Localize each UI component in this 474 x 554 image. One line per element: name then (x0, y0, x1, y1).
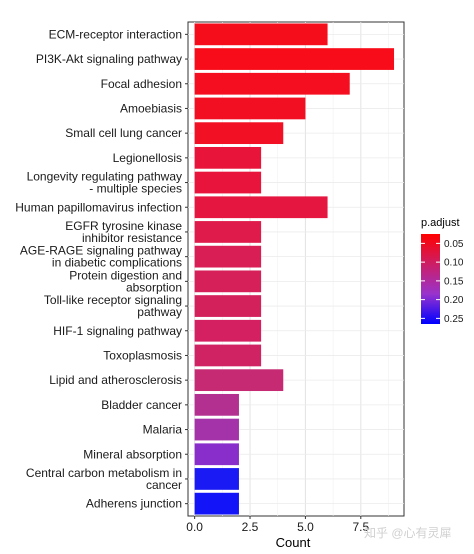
y-tick-label: EGFR tyrosine kinase inhibitor resistance (65, 219, 182, 245)
bar (194, 245, 262, 268)
bar (194, 72, 350, 95)
y-tick-label: Small cell lung cancer (65, 126, 182, 140)
y-tick-label: AGE-RAGE signaling pathway in diabetic co… (20, 244, 182, 270)
bar (194, 418, 239, 441)
bar (194, 122, 284, 145)
x-tick-label: 2.5 (242, 520, 259, 534)
grid (187, 21, 405, 517)
y-tick-label: Adherens junction (86, 497, 182, 511)
y-tick-label: ECM-receptor interaction (49, 27, 182, 41)
bar (194, 443, 239, 466)
bar (194, 369, 284, 392)
bar (194, 492, 239, 515)
legend-tick-label: 0.05 (444, 239, 464, 250)
y-tick-label: Toxoplasmosis (103, 348, 182, 362)
bar (194, 270, 262, 293)
bar (194, 97, 306, 120)
plot-panel (187, 21, 405, 517)
x-tick-label: 7.5 (352, 520, 369, 534)
bar (194, 468, 239, 490)
bar (194, 393, 239, 416)
bar (194, 319, 262, 342)
y-tick-label: HIF-1 signaling pathway (53, 324, 182, 338)
watermark: 知乎 @心有灵犀 (364, 526, 452, 540)
bar (194, 171, 262, 194)
bar (194, 146, 262, 169)
y-tick-label: Human papillomavirus infection (15, 200, 182, 214)
y-tick-label: Lipid and atherosclerosis (49, 373, 182, 387)
bar (194, 196, 328, 219)
legend-tick-label: 0.25 (444, 314, 464, 325)
legend-title: p.adjust (421, 217, 460, 229)
legend-tick-label: 0.15 (444, 276, 464, 287)
legend: p.adjust 0.05 0.10 0.15 0.20 0.25 (421, 217, 464, 325)
legend-ticks: 0.05 0.10 0.15 0.20 0.25 (421, 239, 464, 325)
legend-tick-label: 0.20 (444, 295, 464, 306)
y-tick-label: Amoebiasis (120, 101, 182, 115)
y-tick-label: Longevity regulating pathway - multiple s… (27, 170, 182, 196)
y-tick-label: Malaria (143, 423, 183, 437)
bar (194, 295, 262, 317)
y-tick-label: Central carbon metabolism in cancer (26, 466, 182, 492)
bar (194, 48, 395, 70)
x-tick-label: 0.0 (186, 520, 203, 534)
bar (194, 23, 328, 46)
legend-color-bar (421, 234, 440, 324)
x-axis-title: Count (276, 535, 311, 550)
y-tick-label: Protein digestion and absorption (69, 268, 182, 294)
y-tick-label: Focal adhesion (101, 77, 182, 91)
y-tick-label: Bladder cancer (101, 398, 182, 412)
bars (194, 23, 395, 515)
legend-tick-label: 0.10 (444, 258, 464, 269)
bar (194, 221, 262, 243)
x-axis-tick-labels: 0.0 2.5 5.0 7.5 (186, 516, 369, 534)
y-tick-label: PI3K-Akt signaling pathway (36, 52, 182, 66)
x-tick-label: 5.0 (297, 520, 314, 534)
y-axis-tick-labels: ECM-receptor interaction PI3K-Akt signali… (15, 27, 188, 511)
y-tick-label: Toll-like receptor signaling pathway (44, 293, 182, 319)
y-tick-label: Mineral absorption (83, 447, 182, 461)
bar (194, 344, 262, 367)
y-tick-label: Legionellosis (113, 151, 182, 165)
